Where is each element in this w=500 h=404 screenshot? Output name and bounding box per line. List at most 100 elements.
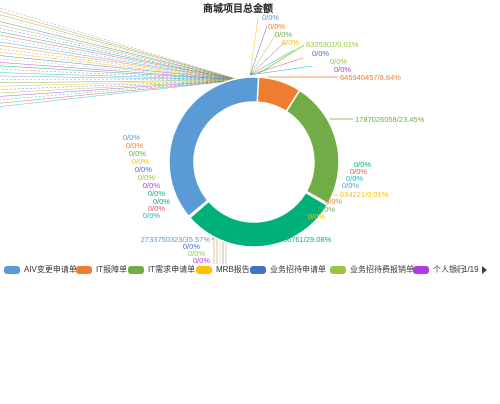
legend-label: 个人银行 [433,265,465,274]
slice-data-label: 2232906761/29.08% [262,235,332,244]
legend-swatch [413,266,429,274]
zero-slice-label: 0/0% [268,22,285,31]
leader-line [0,65,241,81]
leader-line [249,25,268,76]
leader-line [0,28,241,81]
legend-swatch [76,266,92,274]
slices [168,76,340,248]
zero-slice-label: 0/0% [346,174,363,183]
legend-swatch [128,266,144,274]
zero-slice-label: 0/0% [148,189,165,198]
legend-item-mrb[interactable]: MRB报告 [196,265,250,275]
slice-labels: 645940457/8.84% 1787026058/23.45% 634221/0… [123,13,425,265]
leader-line [0,51,241,81]
slice-data-label: 2733750323/35.57% [141,235,211,244]
leader-line [0,45,241,81]
legend-label: 业务招待费报销单 [350,265,414,274]
leader-line [0,79,241,81]
leader-line [0,41,241,81]
legend-item-aiv[interactable]: AIV变更申请单 [4,265,77,275]
leader-line [0,75,241,81]
leader-line [0,31,241,81]
leader-line [0,11,241,81]
legend-page-indicator: 1/19 [463,265,479,274]
zero-slice-label: 0/0% [262,13,279,22]
legend-swatch [196,266,212,274]
zero-slice-label: 0/0% [132,157,149,166]
zero-slice-label: 0/0% [183,242,200,251]
legend-label: AIV变更申请单 [24,265,77,274]
leader-line [0,24,241,81]
leader-line [0,79,241,97]
zero-slice-label: 0/0% [129,149,146,158]
leader-line [0,21,241,81]
slice[interactable] [168,76,260,218]
leader-line [0,14,241,81]
legend-item-biz-reimburse[interactable]: 业务招待费报销单 [330,265,414,275]
zero-slice-label: 0/0% [308,212,325,221]
legend-label: IT报障单 [96,265,128,274]
legend-label: MRB报告 [216,265,250,274]
zero-slice-label: 0/0% [153,197,170,206]
zero-slice-label: 0/0% [138,173,155,182]
chart-title: 商城项目总金额 [203,2,273,15]
leader-line [0,17,241,81]
slice-data-label: 6325301/0.01% [306,40,359,49]
zero-slice-label: 0/0% [135,165,152,174]
leader-line [0,79,241,84]
slice[interactable] [285,89,340,205]
legend-label: IT需求申请单 [148,265,196,274]
leader-line [249,17,259,76]
zero-slice-label: 0/0% [350,167,367,176]
legend-item-it-demand[interactable]: IT需求申请单 [128,265,195,275]
legend-next-icon[interactable] [481,266,487,274]
legend-swatch [4,266,20,274]
leader-line [249,57,304,76]
zero-slice-label: 0/0% [126,141,143,150]
leader-line [0,79,241,87]
legend-pager: 1/19 [455,265,487,275]
legend-item-it-fault[interactable]: IT报障单 [76,265,127,275]
zero-slice-label: 0/0% [143,181,160,190]
zero-slice-label: 0/0% [312,49,329,58]
legend-item-personal-bank[interactable]: 个人银行 [413,265,465,275]
zero-slice-label: 0/0% [325,197,342,206]
slice-data-label: 645940457/8.84% [340,73,401,82]
leader-line [0,79,241,107]
zero-slice-label: 0/0% [282,38,299,47]
zero-slice-label: 0/0% [330,57,347,66]
leader-line [0,38,241,81]
leader-line [0,62,241,81]
zero-slice-label: 0/0% [123,133,140,142]
leader-line [0,68,241,81]
leader-line [0,72,241,81]
legend: AIV变更申请单 IT报障单 IT需求申请单 MRB报告 业务招待申请单 业务招… [0,263,500,277]
label-leader-line [257,44,305,75]
leader-line [0,7,241,81]
leader-line [249,33,277,76]
zero-slice-label: 0/0% [143,211,160,220]
zero-slice-label: 0/0% [275,30,292,39]
leader-line [249,49,295,76]
leader-line [249,65,313,76]
leader-line [0,79,241,90]
slice-data-label: 634221/0.01% [340,190,389,199]
legend-prev-icon[interactable] [455,266,460,274]
zero-slice-label: 0/0% [318,205,335,214]
leader-line [0,48,241,81]
leader-lines [0,7,353,264]
legend-label: 业务招待申请单 [270,265,326,274]
legend-item-biz-apply[interactable]: 业务招待申请单 [250,265,326,275]
slice-data-label: 1787026058/23.45% [355,115,425,124]
legend-swatch [250,266,266,274]
leader-line [0,34,241,81]
legend-swatch [330,266,346,274]
zero-slice-label: 0/0% [188,249,205,258]
zero-slice-label: 0/0% [148,204,165,213]
zero-slice-label: 0/0% [342,181,359,190]
leader-line [0,79,241,94]
zero-slice-label: 0/0% [193,256,210,265]
leader-line [0,79,241,104]
